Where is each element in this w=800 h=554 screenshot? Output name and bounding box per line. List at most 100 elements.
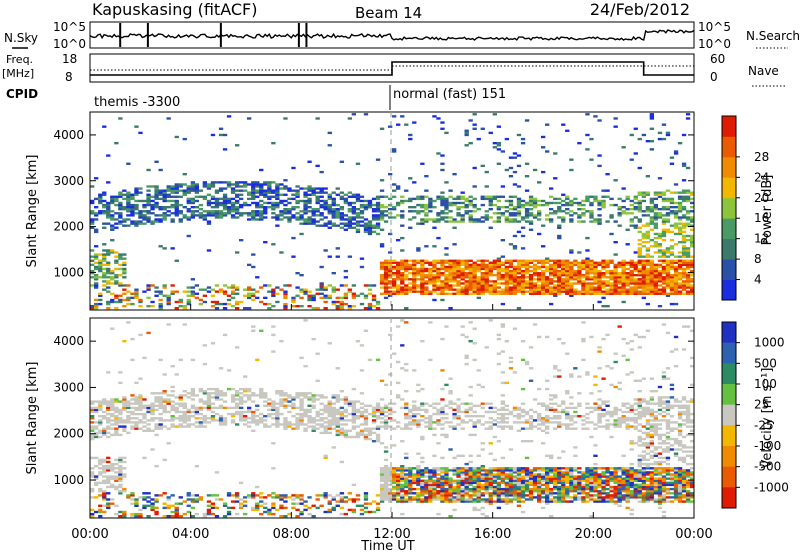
data-cell — [126, 296, 131, 300]
data-cell — [420, 419, 425, 422]
data-cell — [158, 494, 163, 497]
data-cell — [230, 421, 236, 424]
data-cell — [641, 280, 647, 283]
data-cell — [649, 117, 655, 120]
data-cell — [299, 199, 304, 203]
data-cell — [645, 193, 651, 196]
data-cell — [174, 195, 179, 198]
data-cell — [508, 208, 514, 211]
data-cell — [279, 400, 284, 403]
data-cell — [541, 282, 546, 285]
data-cell — [400, 288, 405, 291]
data-cell — [456, 485, 461, 489]
data-cell — [134, 400, 139, 403]
data-cell — [456, 265, 461, 269]
data-cell — [412, 261, 417, 264]
data-cell — [198, 390, 204, 393]
data-cell — [673, 282, 679, 285]
data-cell — [569, 274, 574, 277]
data-cell — [424, 479, 429, 482]
data-cell — [283, 117, 288, 120]
data-cell — [472, 185, 477, 188]
data-cell — [363, 404, 369, 407]
data-cell — [190, 189, 196, 192]
data-cell — [166, 498, 171, 501]
data-cell — [597, 300, 602, 304]
data-cell — [383, 267, 389, 271]
data-cell — [404, 284, 409, 287]
data-cell — [291, 216, 296, 219]
data-cell — [327, 222, 332, 225]
data-cell — [585, 249, 590, 252]
data-cell — [404, 261, 409, 264]
data-cell — [251, 292, 256, 295]
data-cell — [170, 191, 175, 194]
data-cell — [251, 210, 256, 213]
data-cell — [681, 286, 687, 289]
data-cell — [649, 290, 655, 293]
data-cell — [331, 394, 336, 397]
data-cell — [98, 199, 103, 203]
data-cell — [641, 284, 647, 287]
data-cell — [190, 494, 196, 497]
data-cell — [347, 508, 353, 512]
data-cell — [255, 358, 260, 362]
data-cell — [428, 417, 433, 420]
data-cell — [210, 506, 216, 510]
data-cell — [235, 392, 240, 395]
data-cell — [657, 212, 663, 215]
data-cell — [158, 168, 163, 172]
data-cell — [412, 267, 417, 271]
data-cell — [375, 406, 381, 410]
data-cell — [235, 189, 240, 192]
data-cell — [243, 201, 248, 205]
data-cell — [420, 437, 425, 441]
data-cell — [355, 494, 361, 497]
data-cell — [118, 510, 123, 514]
data-cell — [251, 496, 256, 499]
data-cell — [247, 191, 252, 194]
data-cell — [218, 203, 224, 207]
data-cell — [230, 206, 236, 209]
data-cell — [440, 210, 445, 213]
data-cell — [649, 259, 655, 262]
data-cell — [339, 427, 345, 430]
data-cell — [339, 398, 345, 401]
data-cell — [400, 500, 405, 503]
data-cell — [661, 272, 667, 275]
data-cell — [601, 267, 606, 271]
data-cell — [456, 483, 461, 487]
data-cell — [134, 189, 139, 192]
data-cell — [597, 272, 602, 275]
data-cell — [653, 216, 659, 219]
data-cell — [359, 392, 365, 395]
data-cell — [355, 220, 361, 223]
data-cell — [190, 423, 196, 426]
data-cell — [585, 257, 590, 260]
data-cell — [508, 276, 514, 279]
data-cell — [621, 146, 626, 149]
data-cell — [367, 404, 373, 407]
data-cell — [239, 181, 244, 184]
data-cell — [408, 197, 413, 201]
data-cell — [516, 267, 522, 271]
data-cell — [581, 203, 586, 207]
data-cell — [363, 510, 369, 514]
data-cell — [359, 402, 365, 405]
data-cell — [307, 305, 312, 308]
data-cell — [110, 327, 115, 330]
data-cell — [464, 129, 469, 132]
y-tick-label: 4000 — [53, 128, 84, 142]
data-cell — [569, 210, 574, 213]
data-cell — [557, 290, 562, 293]
data-cell — [589, 201, 594, 205]
data-cell — [122, 421, 127, 424]
data-cell — [114, 458, 119, 462]
data-cell — [371, 412, 377, 416]
data-cell — [488, 292, 493, 295]
data-cell — [637, 230, 642, 234]
data-cell — [661, 253, 667, 256]
data-cell — [150, 404, 155, 407]
data-cell — [400, 282, 405, 285]
data-cell — [102, 467, 107, 470]
